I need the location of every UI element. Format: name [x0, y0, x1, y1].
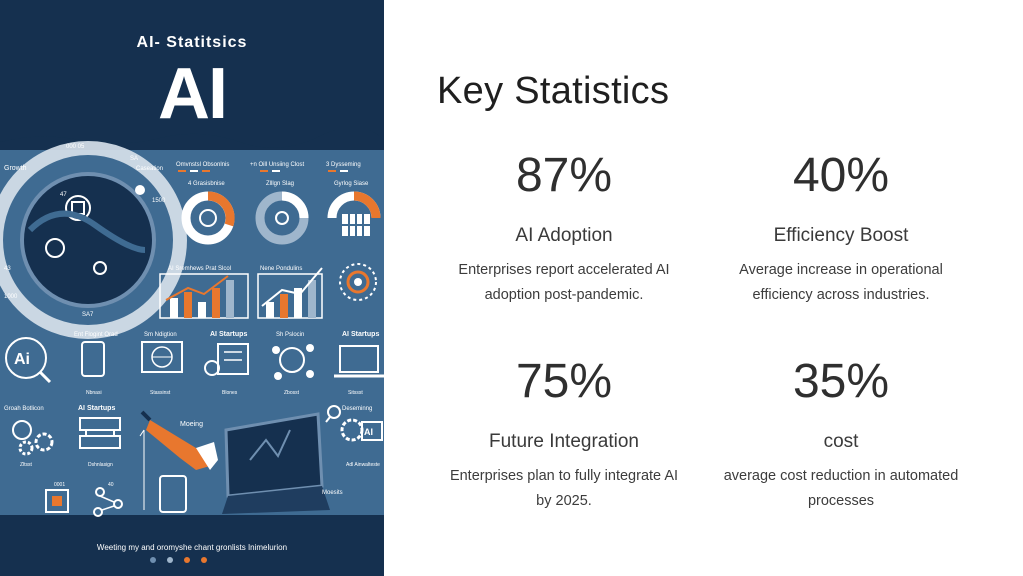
carousel-dot[interactable]	[167, 557, 173, 563]
label-row2-a: Groah Botlicon	[4, 406, 44, 412]
documents-icon	[204, 343, 249, 376]
carousel-dot[interactable]	[201, 557, 207, 563]
donut-chart-1-icon: Omvnstsl Obsonlnis 4 Grasisbnise	[176, 162, 235, 245]
svg-text:4 Grasisbnise: 4 Grasisbnise	[188, 181, 225, 187]
wave-divider	[0, 130, 384, 148]
dashboard-icon	[79, 417, 121, 449]
tablet-icon	[159, 475, 187, 513]
svg-text:AI Sremhews Prat Slcol: AI Sremhews Prat Slcol	[168, 266, 231, 272]
svg-text:Adl Ainwalteste: Adl Ainwalteste	[346, 462, 380, 468]
svg-text:Nene Pondulins: Nene Pondulins	[260, 266, 302, 272]
bar-chart-2-icon: Nene Pondulins	[257, 266, 323, 319]
svg-text:Gyrlog Siase: Gyrlog Siase	[334, 181, 369, 187]
stat-label: Efficiency Boost	[773, 225, 909, 246]
poster-caption: Weeting my and oromyshe chant gronlists …	[96, 543, 288, 552]
svg-text:Zlllgn Slag: Zlllgn Slag	[266, 181, 294, 187]
stat-description: average cost reduction in automated proc…	[723, 468, 959, 509]
poster-header-band	[0, 0, 384, 150]
stat-value: 75%	[515, 355, 613, 408]
magnifier-icon	[325, 405, 341, 423]
svg-text:Omvnstsl Obsonlnis: Omvnstsl Obsonlnis	[176, 162, 229, 168]
label-row1-c: AI Startups	[210, 331, 247, 338]
label-sa: SA	[130, 156, 138, 162]
circuit-icon	[93, 487, 123, 517]
label-row1-e: AI Startups	[342, 331, 379, 338]
gears-lightbulb-icon	[12, 420, 54, 456]
label-sa7: SA7	[82, 312, 94, 318]
carousel-dots	[150, 557, 207, 563]
svg-text:AI: AI	[364, 427, 373, 437]
svg-text:Stassinst: Stassinst	[150, 390, 171, 396]
stat-label: cost	[823, 431, 859, 452]
svg-text:Blones: Blones	[222, 390, 238, 396]
target-icon	[339, 263, 377, 301]
label-deseming: Deseminng	[342, 406, 372, 412]
stat-description: Enterprises report accelerated AI adopti…	[458, 262, 670, 303]
hand-pen-icon	[140, 410, 218, 470]
donut-chart-2-icon: +n Oill Unsiing Clost Zlllgn Slag	[250, 162, 309, 245]
svg-text:Dshnlasign: Dshnlasign	[88, 462, 113, 468]
poster-footer-band	[0, 515, 384, 576]
stat-card-future-integration: 75% Future Integration Enterprises plan …	[419, 354, 709, 514]
stat-value: 40%	[792, 149, 890, 202]
carousel-dot[interactable]	[150, 557, 156, 563]
stat-label: AI Adoption	[515, 225, 613, 246]
stat-card-efficiency-boost: 40% Efficiency Boost Average increase in…	[696, 148, 986, 308]
label-moesits: Moesits	[322, 490, 343, 496]
globe-monitor-icon	[141, 341, 183, 373]
ai-infographic-poster: AI- Statitsics AI Growth 000 05 SA Casea…	[0, 0, 384, 576]
ai-gear-icon: AI	[340, 418, 383, 442]
label-row2-b: AI Startups	[78, 405, 115, 412]
svg-text:Zltsst: Zltsst	[20, 462, 33, 468]
label-row1-a: Ent Flogint Orad	[74, 332, 118, 338]
svg-text:40: 40	[108, 482, 114, 488]
laptop-icon	[334, 345, 384, 378]
label-bubble-top: 000 05	[66, 144, 85, 150]
label-47: 47	[60, 192, 67, 198]
stat-card-ai-adoption: 87% AI Adoption Enterprises report accel…	[419, 148, 709, 308]
stat-label: Future Integration	[489, 431, 639, 452]
label-growth: Growth	[4, 165, 27, 172]
label-moeing: Moeing	[180, 421, 203, 428]
ai-magnifier-icon: Ai	[5, 337, 52, 384]
svg-text:3 Dysseming: 3 Dysseming	[326, 162, 361, 168]
svg-text:+n Oill Unsiing Clost: +n Oill Unsiing Clost	[250, 162, 305, 168]
poster-headline: AI	[158, 54, 228, 134]
poster-kicker: AI- Statitsics	[136, 34, 248, 51]
poster-illustration: Growth 000 05 SA Caseation 47 1500 43 10…	[0, 130, 384, 517]
label-row1-d: Sh Pslocin	[276, 332, 304, 338]
stat-description: Average increase in operational efficien…	[739, 262, 943, 303]
donut-chart-3-icon: 3 Dysseming Gyrlog Siase	[326, 162, 381, 236]
label-43: 43	[4, 266, 11, 272]
label-row1-b: Sm Ndigtion	[144, 332, 177, 338]
stat-description: Enterprises plan to fully integrate AI b…	[449, 468, 679, 509]
label-1500: 1500	[152, 198, 166, 204]
svg-text:0001: 0001	[54, 482, 65, 488]
laptop-large-icon	[222, 412, 330, 514]
svg-text:Nbnasi: Nbnasi	[86, 390, 102, 396]
stat-card-cost: 35% cost average cost reduction in autom…	[696, 354, 986, 514]
stat-value: 35%	[792, 355, 890, 408]
chip-icon	[45, 489, 69, 513]
label-caseation: Caseation	[136, 166, 163, 172]
globe-icon	[0, 141, 187, 339]
svg-text:Zbosst: Zbosst	[284, 390, 300, 396]
network-icon	[272, 344, 314, 380]
stat-value: 87%	[515, 149, 613, 202]
label-1000: 1000	[4, 294, 18, 300]
slide-title: Key Statistics	[437, 70, 670, 112]
bar-chart-1-icon: AI Sremhews Prat Slcol	[159, 266, 249, 319]
carousel-dot[interactable]	[184, 557, 190, 563]
svg-text:Ai: Ai	[14, 351, 30, 368]
phone-icon	[81, 341, 105, 377]
svg-text:Sitssst: Sitssst	[348, 390, 363, 396]
